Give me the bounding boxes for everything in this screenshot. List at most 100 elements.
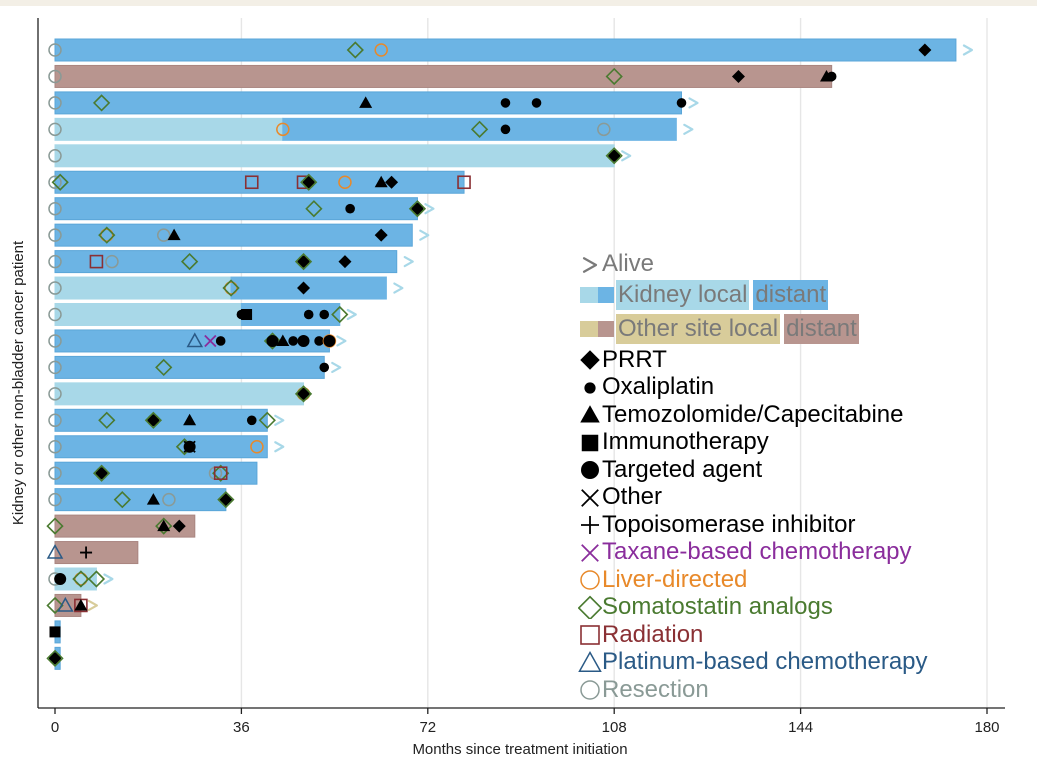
distant-bar-16 xyxy=(54,435,268,459)
legend-swatch-kidney xyxy=(580,286,614,303)
distant-bar-13 xyxy=(54,355,325,379)
event-5-1-targeted xyxy=(608,149,621,162)
patient-row-8 xyxy=(54,223,430,247)
event-12-8-targeted xyxy=(297,334,310,347)
patient-row-18 xyxy=(54,488,227,512)
event-21-2-liver xyxy=(74,572,88,586)
event-12-5-targeted xyxy=(266,334,279,347)
patient-row-12 xyxy=(54,329,347,353)
legend-item-taxane: Taxane-based chemotherapy xyxy=(578,538,1033,566)
top-band xyxy=(0,0,1037,6)
event-15-2-targeted xyxy=(147,414,160,427)
event-16-4-liver xyxy=(250,440,264,454)
legend-label-kidney-distant: distant xyxy=(753,279,829,310)
patient-row-5 xyxy=(54,144,632,168)
event-17-4-somatostatin xyxy=(212,464,230,482)
legend-label-oxaliplatin: Oxaliplatin xyxy=(602,373,715,401)
event-12-9-oxaliplatin xyxy=(314,336,324,346)
local-bar-11 xyxy=(54,303,242,326)
event-5-2-somatostatin xyxy=(605,147,623,165)
event-20-0-platinum xyxy=(46,544,64,559)
x-tick-label-0: 0 xyxy=(51,719,59,736)
legend-label-somatostatin: Somatostatin analogs xyxy=(602,593,833,621)
distant-bar-17 xyxy=(54,461,258,485)
legend-marker-other xyxy=(581,488,599,507)
event-19-3-prrt xyxy=(172,519,186,533)
event-21-4-somatostatin xyxy=(87,570,106,588)
event-1-3-prrt xyxy=(918,43,932,57)
event-15-3-somatostatin xyxy=(144,411,163,429)
patient-row-3 xyxy=(54,91,699,115)
distant-bar-12 xyxy=(54,329,330,353)
event-8-0-resection xyxy=(48,228,62,242)
patient-row-11 xyxy=(54,303,357,326)
event-6-8-prrt xyxy=(385,175,399,189)
event-1-0-resection xyxy=(48,43,62,57)
event-4-1-liver xyxy=(276,122,290,137)
event-9-6-prrt xyxy=(338,255,352,269)
legend-marker-targeted xyxy=(581,461,599,480)
event-11-2-immunotherapy xyxy=(241,309,253,320)
distant-bar-8 xyxy=(54,223,413,247)
event-23-0-immunotherapy xyxy=(49,626,61,638)
event-8-5-prrt xyxy=(374,228,388,242)
patient-row-2 xyxy=(54,64,833,88)
event-3-3-oxaliplatin xyxy=(500,98,511,108)
event-19-0-somatostatin xyxy=(46,517,64,535)
event-1-2-liver xyxy=(374,43,388,57)
event-9-5-somatostatin xyxy=(294,252,313,271)
alive-chevron-12 xyxy=(336,335,347,347)
x-tick-label-108: 108 xyxy=(602,719,627,736)
legend-marker-resection xyxy=(580,680,600,700)
legend-item-temozolomide: Temozolomide/Capecitabine xyxy=(578,401,1033,429)
event-11-3-oxaliplatin xyxy=(303,309,314,320)
distant-bar-20 xyxy=(54,541,139,565)
event-2-2-prrt xyxy=(731,69,745,83)
patient-row-6 xyxy=(54,170,465,194)
event-6-0-resection xyxy=(48,175,62,189)
legend-item-somatostatin: Somatostatin analogs xyxy=(578,593,1033,621)
alive-chevron-1 xyxy=(962,44,974,56)
event-15-6-somatostatin xyxy=(258,411,276,429)
distant-bar-6 xyxy=(54,170,465,194)
event-9-0-resection xyxy=(48,254,62,269)
event-6-6-liver xyxy=(338,175,352,189)
legend-label-resection: Resection xyxy=(602,675,709,703)
alive-chevron-11 xyxy=(346,308,357,321)
legend-item-alive: Alive xyxy=(578,250,1033,278)
event-15-5-oxaliplatin xyxy=(246,415,257,426)
event-18-3-resection xyxy=(162,492,176,507)
event-12-7-oxaliplatin xyxy=(288,336,298,346)
legend-label-platinum: Platinum-based chemotherapy xyxy=(602,648,928,676)
legend-marker-taxane xyxy=(581,543,599,562)
event-3-1-somatostatin xyxy=(92,94,111,112)
event-5-0-resection xyxy=(48,149,62,163)
event-12-6-temozolomide xyxy=(276,334,290,346)
patient-row-9 xyxy=(54,250,414,274)
local-bar-5 xyxy=(54,144,615,168)
event-6-1-somatostatin xyxy=(51,173,69,191)
event-4-4-resection xyxy=(597,122,611,137)
event-2-0-resection xyxy=(48,69,62,84)
alive-chevron-4 xyxy=(683,123,694,135)
event-16-0-resection xyxy=(48,440,62,454)
distant-bar-4 xyxy=(282,117,677,141)
event-14-0-resection xyxy=(48,387,62,401)
legend-label-targeted: Targeted agent xyxy=(602,455,763,483)
x-tick-label-36: 36 xyxy=(233,719,250,736)
legend-label-other: Other xyxy=(602,483,663,511)
legend-item-topoisomerase: Topoisomerase inhibitor xyxy=(578,511,1033,539)
alive-chevron-15 xyxy=(274,414,285,426)
x-tick-label-180: 180 xyxy=(974,719,999,736)
legend-label-other_site-distant: distant xyxy=(784,313,859,344)
event-8-3-resection xyxy=(156,228,171,242)
legend-label-immunotherapy: Immunotherapy xyxy=(602,428,769,456)
distant-bar-19 xyxy=(54,514,196,538)
event-2-1-somatostatin xyxy=(605,67,623,86)
event-11-4-oxaliplatin xyxy=(319,309,330,320)
event-17-1-targeted xyxy=(95,467,108,480)
x-tick-label-72: 72 xyxy=(419,719,436,736)
event-10-0-resection xyxy=(48,281,62,295)
legend-label-other_site-local: Other site local xyxy=(616,313,781,344)
